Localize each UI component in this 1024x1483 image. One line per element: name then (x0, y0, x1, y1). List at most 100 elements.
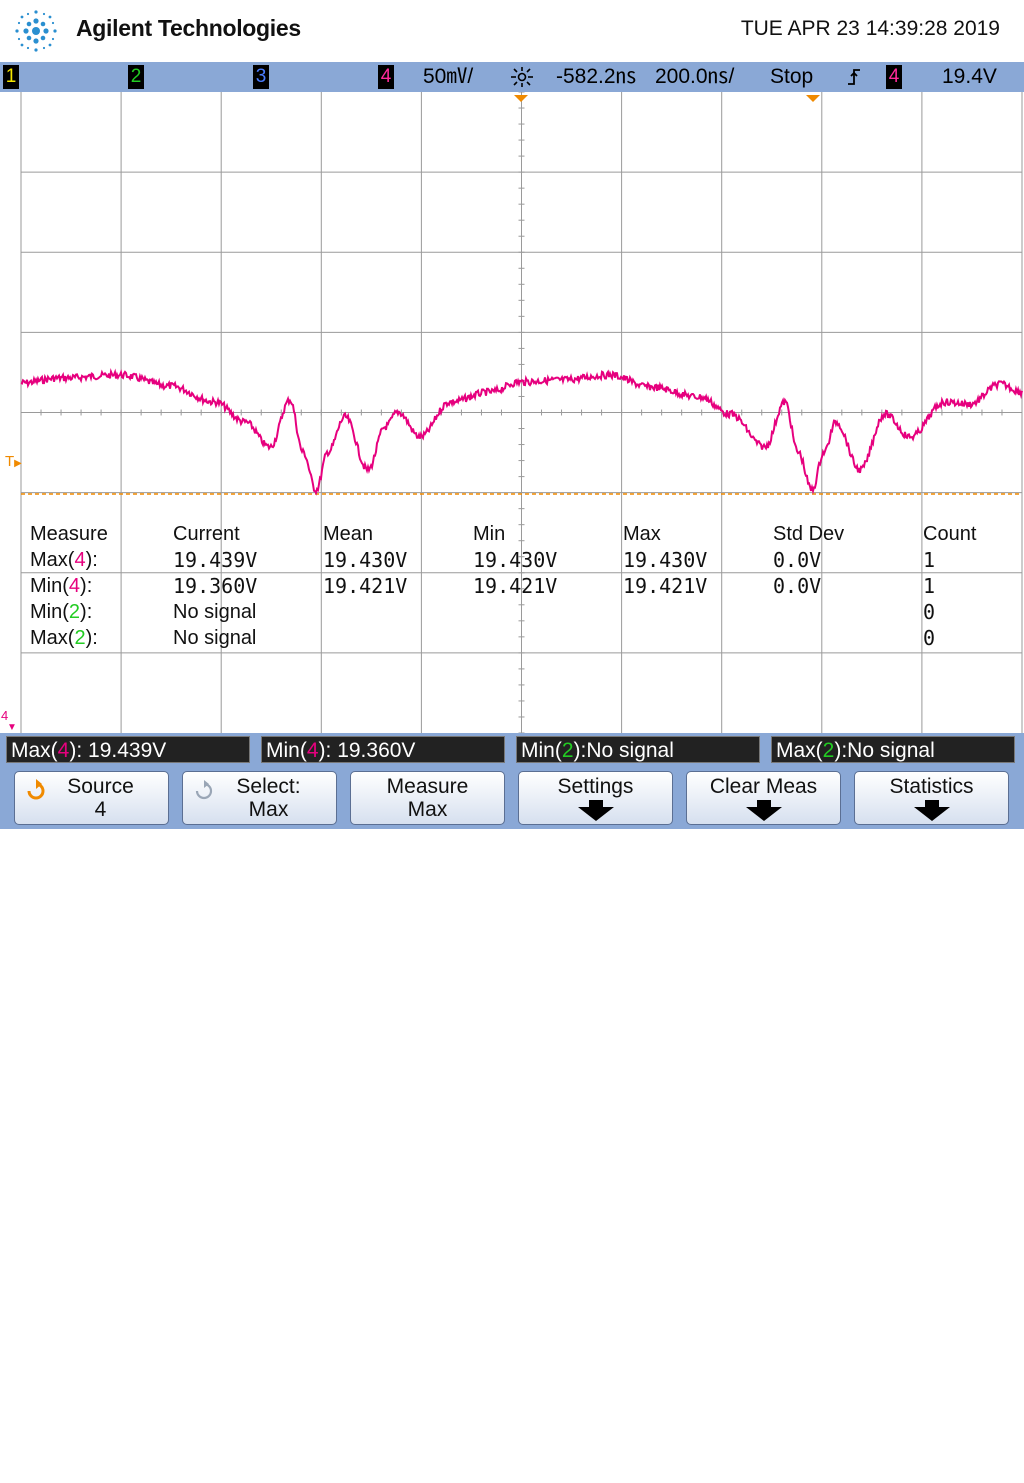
readout-channel: 4 (306, 739, 319, 762)
time-reference-marker (514, 95, 528, 102)
brand-name: Agilent Technologies (76, 15, 301, 41)
row-separator: ): (80, 601, 93, 623)
trigger-level: 19.4V (942, 65, 997, 88)
readout-min-ch2[interactable]: Min(2):No signal (516, 736, 760, 763)
readout-channel: 4 (57, 739, 70, 762)
readout-function: Max( (11, 739, 58, 762)
readout-value: ):No signal (573, 739, 674, 762)
header: Agilent Technologies TUE APR 23 14:39:28… (0, 0, 1024, 62)
header-current: Current (173, 523, 240, 545)
channel-2-indicator[interactable]: 2 (128, 65, 144, 89)
row-channel: 4 (74, 549, 86, 571)
trigger-position-marker (806, 95, 820, 102)
row-function: Max (30, 549, 68, 571)
channel-3-indicator[interactable]: 3 (253, 65, 269, 89)
cell-current: 19.439V (173, 548, 258, 572)
agilent-spark-logo (15, 10, 57, 52)
row-label: Max(2): (30, 627, 98, 649)
row-separator: ): (85, 549, 98, 571)
measurement-readout-bar: Max(4): 19.439V Min(4): 19.360V Min(2):N… (0, 733, 1024, 766)
submenu-arrow-icon (924, 800, 939, 808)
cell-max: 19.430V (623, 548, 708, 572)
rotate-knob-dim-icon (195, 780, 213, 800)
delay-icon (511, 67, 533, 87)
readout-function: Min( (266, 739, 307, 762)
softkey-label: Clear Meas (709, 775, 818, 798)
readout-value: ): 19.360V (318, 739, 416, 762)
cell-count: 1 (923, 548, 936, 572)
row-function: Min (30, 575, 63, 597)
row-separator: ): (85, 627, 98, 649)
row-label: Min(2): (30, 601, 93, 623)
header-mean: Mean (323, 523, 374, 545)
row-channel: 2 (74, 627, 86, 649)
measurement-table: Measure Current Mean Min Max Std Dev Cou… (30, 521, 976, 1483)
header-max: Max (623, 523, 661, 545)
cell-current: 19.360V (173, 574, 258, 598)
readout-max-ch2[interactable]: Max(2):No signal (771, 736, 1015, 763)
row-label: Min(4): (30, 575, 93, 597)
cell-min: 19.421V (473, 574, 558, 598)
softkey-label: Source (67, 775, 134, 798)
softkey-value: Max (407, 798, 448, 821)
rotate-knob-icon (27, 779, 45, 800)
cell-current: No signal (173, 627, 257, 649)
channel-1-indicator[interactable]: 1 (3, 65, 19, 89)
trigger-edge-icon (848, 69, 860, 85)
graticule (20, 92, 1023, 733)
row-label: Max(4): (30, 549, 98, 571)
submenu-arrow-icon (913, 807, 950, 821)
cell-std-dev: 0.0V (773, 548, 822, 572)
row-separator: ): (80, 575, 93, 597)
softkey-label: Select: (236, 775, 301, 798)
softkey-value: Max (248, 798, 289, 821)
timebase-scale: 200.0㎱/ (655, 65, 735, 88)
readout-channel: 2 (822, 739, 835, 762)
trigger-source-indicator: 4 (886, 65, 902, 89)
statistics-softkey[interactable]: Statistics (854, 771, 1009, 825)
header-measure: Measure (30, 523, 108, 545)
readout-function: Min( (521, 739, 562, 762)
cell-count: 0 (923, 626, 936, 650)
cell-max: 19.421V (623, 574, 708, 598)
channel-4-trace (20, 367, 1023, 496)
header-count: Count (923, 523, 977, 545)
readout-value: ):No signal (834, 739, 935, 762)
run-state: Stop (770, 65, 814, 88)
readout-max-ch4[interactable]: Max(4): 19.439V (6, 736, 250, 763)
cell-mean: 19.421V (323, 574, 408, 598)
readout-function: Max( (776, 739, 823, 762)
readout-min-ch4[interactable]: Min(4): 19.360V (261, 736, 505, 763)
row-function: Min (30, 601, 63, 623)
row-function: Max (30, 627, 68, 649)
ch4-ground-marker[interactable]: 4 ▼ (1, 708, 17, 733)
row-channel: 4 (68, 575, 81, 597)
date-time: TUE APR 23 14:39:28 2019 (740, 17, 1000, 40)
readout-value: ): 19.439V (69, 739, 167, 762)
softkey-label: Settings (557, 775, 634, 798)
cell-count: 0 (923, 600, 936, 624)
cell-mean: 19.430V (323, 548, 408, 572)
channel-4-indicator[interactable]: 4 (378, 65, 394, 89)
softkey-value: 4 (94, 798, 107, 821)
row-channel: 2 (68, 601, 81, 623)
submenu-arrow-icon (756, 800, 771, 808)
softkey-label: Measure (386, 775, 469, 798)
settings-softkey[interactable]: Settings (518, 771, 673, 825)
waveform-display[interactable]: T▶ 4 ▼ Measure Current Mean Min Max Std … (0, 92, 1024, 733)
trigger-level-marker[interactable]: T▶ (5, 453, 22, 470)
submenu-arrow-icon (588, 800, 603, 808)
cell-min: 19.430V (473, 548, 558, 572)
clear-meas-softkey[interactable]: Clear Meas (686, 771, 841, 825)
ch4-vertical-scale: 50㎷/ (423, 65, 474, 88)
ch4-ground-marker-label: 4 (1, 708, 9, 723)
horizontal-delay: -582.2㎱ (556, 65, 637, 88)
readout-channel: 2 (561, 739, 574, 762)
header-min: Min (473, 523, 506, 545)
source-softkey[interactable]: Source 4 (14, 771, 169, 825)
measure-max-softkey[interactable]: Measure Max (350, 771, 505, 825)
submenu-arrow-icon (745, 807, 782, 821)
header-std-dev: Std Dev (773, 523, 845, 545)
select-softkey[interactable]: Select: Max (182, 771, 337, 825)
cell-current: No signal (173, 601, 257, 623)
